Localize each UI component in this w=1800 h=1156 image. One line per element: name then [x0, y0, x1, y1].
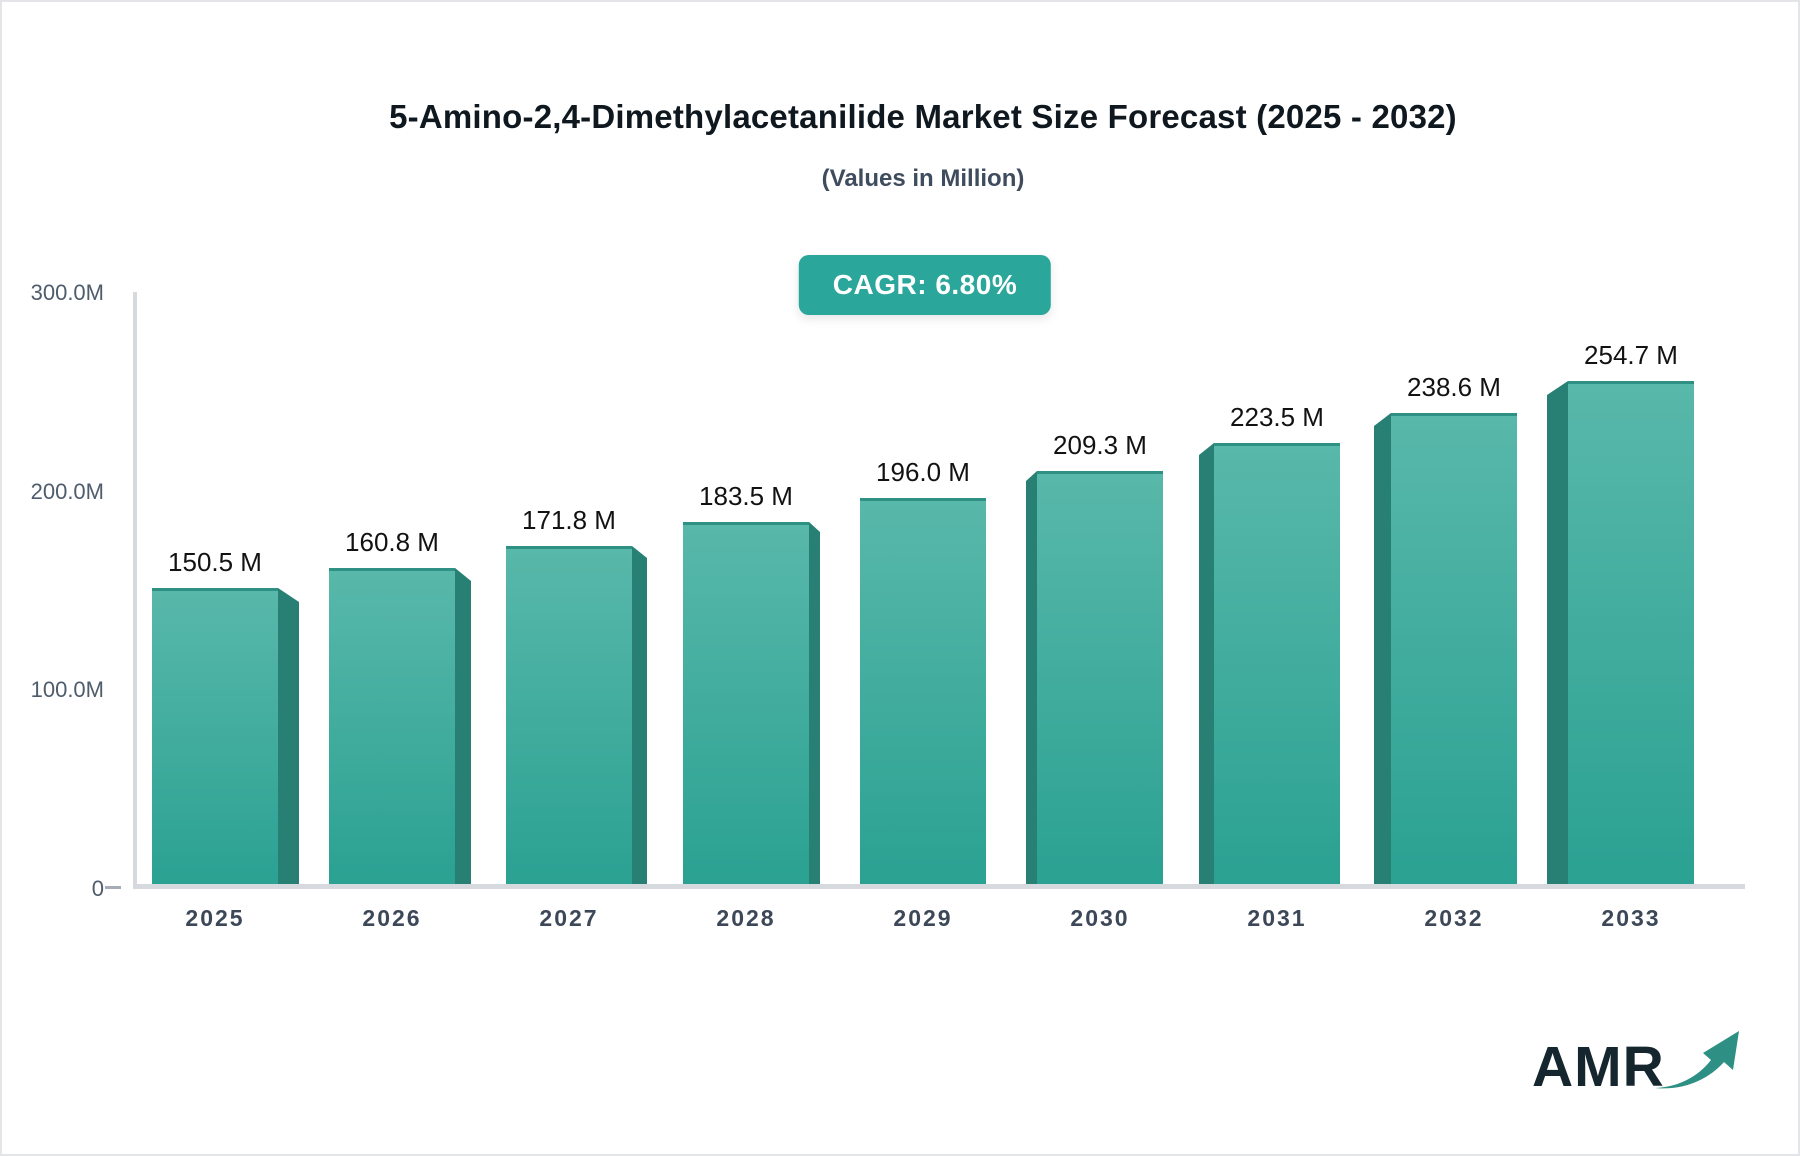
bar-2027 — [506, 546, 647, 887]
x-axis-line — [133, 884, 1745, 889]
x-axis-label-2029: 2029 — [893, 905, 953, 931]
bar-side-face — [1026, 471, 1037, 887]
bar-value-label: 150.5 M — [168, 547, 262, 577]
bar-side-face — [1374, 413, 1391, 887]
bar-side-face — [809, 522, 820, 887]
cagr-badge: CAGR: 6.80% — [798, 255, 1052, 315]
bar-front-face — [683, 522, 809, 887]
bar-front-face — [1037, 471, 1163, 887]
y-axis-tick-label: 0 — [91, 876, 104, 901]
bar-value-label: 196.0 M — [876, 457, 970, 487]
bar-side-face — [455, 568, 471, 887]
x-axis-label-2025: 2025 — [185, 905, 245, 931]
bar-side-face — [632, 546, 647, 887]
x-axis-label-2031: 2031 — [1247, 905, 1307, 931]
bar-front-face — [506, 546, 632, 887]
plot-area: 300.0M 200.0M 100.0M 0 150.5 M 2025 160.8 M 202… — [31, 257, 1745, 931]
bar-side-face — [1547, 381, 1568, 887]
bar-2030 — [1026, 471, 1163, 887]
bar-front-face — [152, 588, 278, 887]
x-axis-label-2030: 2030 — [1070, 905, 1130, 931]
zero-tick-mark — [105, 886, 121, 889]
bar-front-face — [860, 498, 986, 887]
bar-front-face — [1568, 381, 1694, 887]
bar-2025 — [152, 588, 299, 887]
bar-front-face — [1214, 443, 1340, 887]
x-axis-label-2032: 2032 — [1424, 905, 1484, 931]
bar-side-face — [1199, 443, 1214, 887]
bar-2026 — [329, 568, 471, 887]
bar-value-label: 171.8 M — [522, 505, 616, 535]
x-axis-label-2026: 2026 — [362, 905, 422, 931]
bar-2028 — [683, 522, 820, 887]
bar-value-label: 160.8 M — [345, 527, 439, 557]
chart-title: 5-Amino-2,4-Dimethylacetanilide Market S… — [389, 98, 1457, 135]
bar-front-face — [1391, 413, 1517, 887]
x-axis-label-2033: 2033 — [1601, 905, 1661, 931]
bar-2029 — [860, 498, 986, 887]
x-axis-label-2028: 2028 — [716, 905, 776, 931]
cagr-badge-label: CAGR: 6.80% — [832, 269, 1018, 300]
y-axis-tick-label: 200.0M — [30, 478, 104, 504]
amr-logo-text: AMR — [1532, 1035, 1665, 1099]
bar-front-face — [329, 568, 455, 887]
y-axis-tick-label: 100.0M — [30, 677, 104, 703]
bar-value-label: 238.6 M — [1407, 372, 1501, 402]
bar-value-label: 209.3 M — [1053, 430, 1147, 460]
bar-value-label: 254.7 M — [1584, 340, 1678, 370]
bar-2031 — [1199, 443, 1340, 887]
chart-subtitle: (Values in Million) — [821, 165, 1025, 192]
bar-side-face — [278, 588, 299, 887]
amr-logo-arrow-icon — [1654, 1031, 1739, 1089]
amr-logo: AMR — [1532, 1028, 1741, 1096]
y-axis-line — [133, 292, 137, 889]
bar-2033 — [1547, 381, 1694, 887]
y-axis-tick-label: 300.0M — [30, 280, 104, 305]
x-axis-label-2027: 2027 — [539, 905, 599, 931]
bar-2032 — [1374, 413, 1517, 887]
bar-value-label: 183.5 M — [699, 481, 793, 511]
bar-value-label: 223.5 M — [1230, 402, 1324, 432]
